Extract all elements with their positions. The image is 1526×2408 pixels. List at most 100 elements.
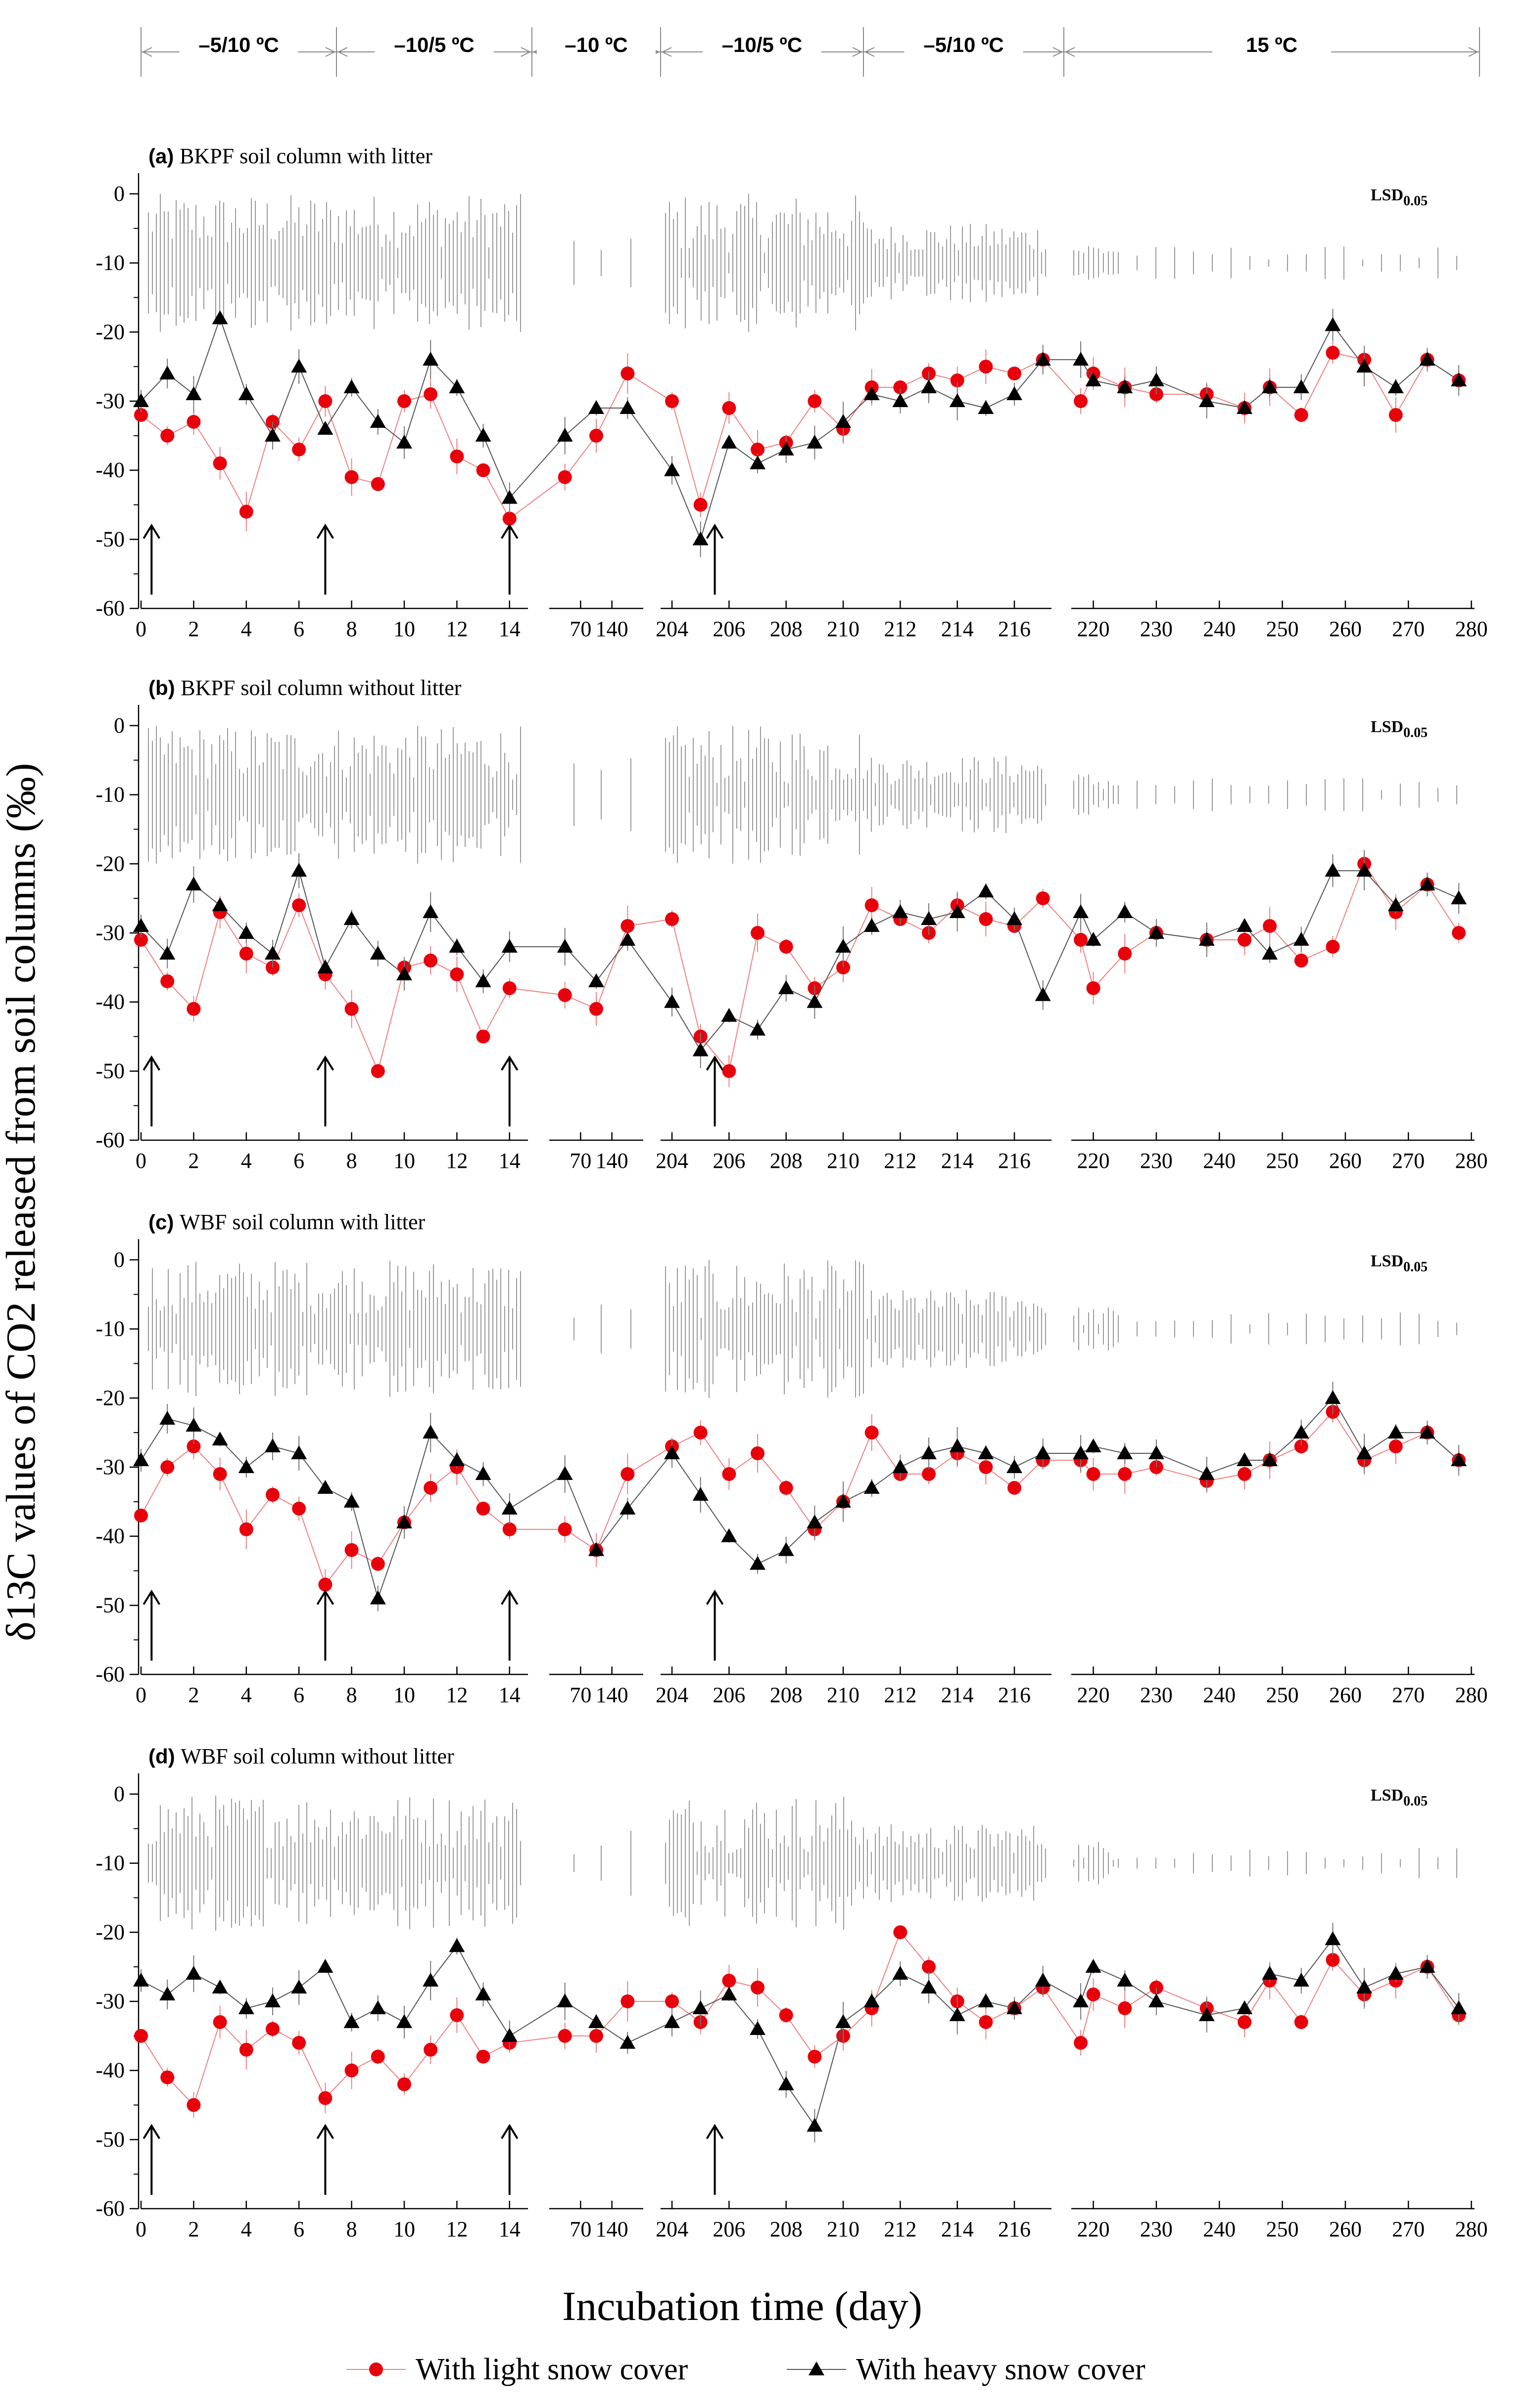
light-snow-point — [371, 2049, 385, 2064]
light-snow-point — [1074, 2036, 1088, 2050]
light-snow-point — [693, 1426, 708, 1440]
heavy-snow-point — [133, 1973, 149, 1987]
y-tick-label: -10 — [95, 251, 125, 275]
heavy-snow-point — [423, 1973, 439, 1987]
x-tick-label: 214 — [941, 617, 974, 641]
heavy-snow-point — [1293, 931, 1309, 946]
heavy-snow-point — [475, 1986, 491, 2000]
heavy-snow-point — [664, 2014, 680, 2028]
x-tick-label: 14 — [499, 1149, 521, 1173]
light-snow-point — [344, 1002, 359, 1016]
snow-event-arrowhead — [501, 1055, 519, 1071]
light-snow-point — [187, 1439, 201, 1454]
heavy-snow-point — [423, 1425, 439, 1439]
x-tick-label: 4 — [241, 2217, 252, 2241]
heavy-snow-point — [750, 455, 766, 469]
heavy-snow-point — [1035, 987, 1051, 1001]
x-tick-label: 8 — [346, 1683, 357, 1707]
heavy-snow-point — [1035, 1445, 1051, 1460]
light-snow-point — [265, 1487, 280, 1502]
y-tick-label: -50 — [95, 1059, 125, 1083]
panel-title-text: WBF soil column with litter — [180, 1210, 426, 1234]
heavy-snow-point — [1419, 877, 1435, 891]
snow-event-arrowhead — [706, 1589, 724, 1605]
x-tick-label: 10 — [393, 617, 415, 641]
temperature-period-label: –5/10 ºC — [198, 33, 279, 56]
heavy-snow-point — [449, 379, 465, 394]
heavy-snow-point — [892, 1459, 908, 1473]
series-line — [141, 1411, 1459, 1586]
y-tick-label: -20 — [95, 851, 125, 876]
light-snow-point — [751, 1981, 765, 1995]
heavy-snow-point — [863, 918, 880, 932]
period-label-bg — [179, 37, 298, 57]
x-tick-label: 220 — [1077, 617, 1110, 641]
heavy-snow-point — [343, 911, 360, 926]
y-tick-label: 0 — [114, 713, 125, 738]
heavy-snow-point — [978, 1445, 994, 1460]
y-tick-label: -10 — [95, 783, 125, 807]
light-snow-point — [722, 1467, 736, 1481]
heavy-snow-point — [396, 434, 412, 449]
light-snow-point — [589, 1002, 603, 1016]
temperature-period-label: 15 ºC — [1246, 33, 1297, 56]
x-tick-label: 140 — [596, 2217, 628, 2241]
light-snow-point — [476, 2049, 490, 2064]
x-tick-label: 206 — [713, 1149, 745, 1173]
heavy-snow-point — [1006, 386, 1023, 400]
heavy-snow-point — [892, 393, 908, 407]
heavy-snow-point — [212, 310, 228, 324]
x-tick-label: 10 — [393, 2217, 415, 2241]
x-tick-label: 270 — [1392, 1683, 1425, 1707]
heavy-snow-point — [835, 1493, 852, 1508]
heavy-snow-point — [1356, 359, 1373, 373]
snow-event-arrowhead — [316, 1055, 334, 1071]
y-tick-label: -40 — [95, 2058, 125, 2083]
snow-event-arrowhead — [143, 523, 160, 539]
heavy-snow-point — [1148, 372, 1164, 387]
lsd-bars — [148, 1259, 1457, 1398]
light-snow-point — [424, 387, 438, 401]
light-snow-point — [160, 428, 175, 443]
light-snow-point — [134, 2029, 148, 2043]
panels: (a) BKPF soil column with litterLSD0.050… — [95, 144, 1487, 2241]
x-tick-label: 216 — [998, 2217, 1031, 2241]
x-axis-title: Incubation time (day) — [562, 2283, 922, 2329]
light-snow-point — [1007, 1481, 1022, 1495]
x-tick-label: 216 — [998, 1683, 1031, 1707]
panel-letter: (b) — [148, 676, 181, 699]
panel-title: (c) WBF soil column with litter — [148, 1210, 426, 1234]
y-tick-label: -30 — [95, 1455, 125, 1479]
light-snow-point — [558, 1522, 572, 1536]
light-snow-point — [265, 2022, 280, 2036]
heavy-snow-point — [921, 379, 937, 394]
x-tick-label: 240 — [1203, 1683, 1236, 1707]
x-tick-label: 10 — [393, 1683, 415, 1707]
heavy-snow-point — [721, 1528, 737, 1542]
heavy-snow-point — [750, 2021, 766, 2035]
heavy-snow-point — [317, 1480, 334, 1494]
heavy-snow-point — [1035, 352, 1051, 366]
heavy-snow-point — [1198, 1466, 1215, 1480]
series-heavy-snow — [133, 851, 1467, 1068]
heavy-snow-point — [449, 1452, 465, 1466]
light-snow-point — [213, 456, 227, 470]
heavy-snow-point — [159, 945, 176, 960]
heavy-snow-point — [501, 490, 518, 504]
heavy-snow-point — [664, 1445, 680, 1460]
light-snow-point — [620, 1467, 635, 1481]
period-arrow-left — [337, 47, 348, 57]
x-tick-label: 250 — [1266, 1683, 1299, 1707]
heavy-snow-point — [1073, 1445, 1089, 1460]
light-snow-point — [502, 981, 517, 995]
heavy-snow-point — [264, 1993, 281, 2007]
light-snow-point — [751, 926, 765, 940]
heavy-snow-point — [1262, 945, 1278, 960]
light-snow-point — [476, 1029, 490, 1044]
heavy-snow-point — [1451, 2000, 1467, 2014]
heavy-snow-point — [133, 393, 149, 407]
heavy-snow-point — [1237, 918, 1253, 932]
heavy-snow-point — [291, 863, 307, 877]
heavy-snow-point — [557, 1993, 573, 2007]
panel-2: (b) BKPF soil column without litter LSD0.… — [95, 676, 1487, 1173]
